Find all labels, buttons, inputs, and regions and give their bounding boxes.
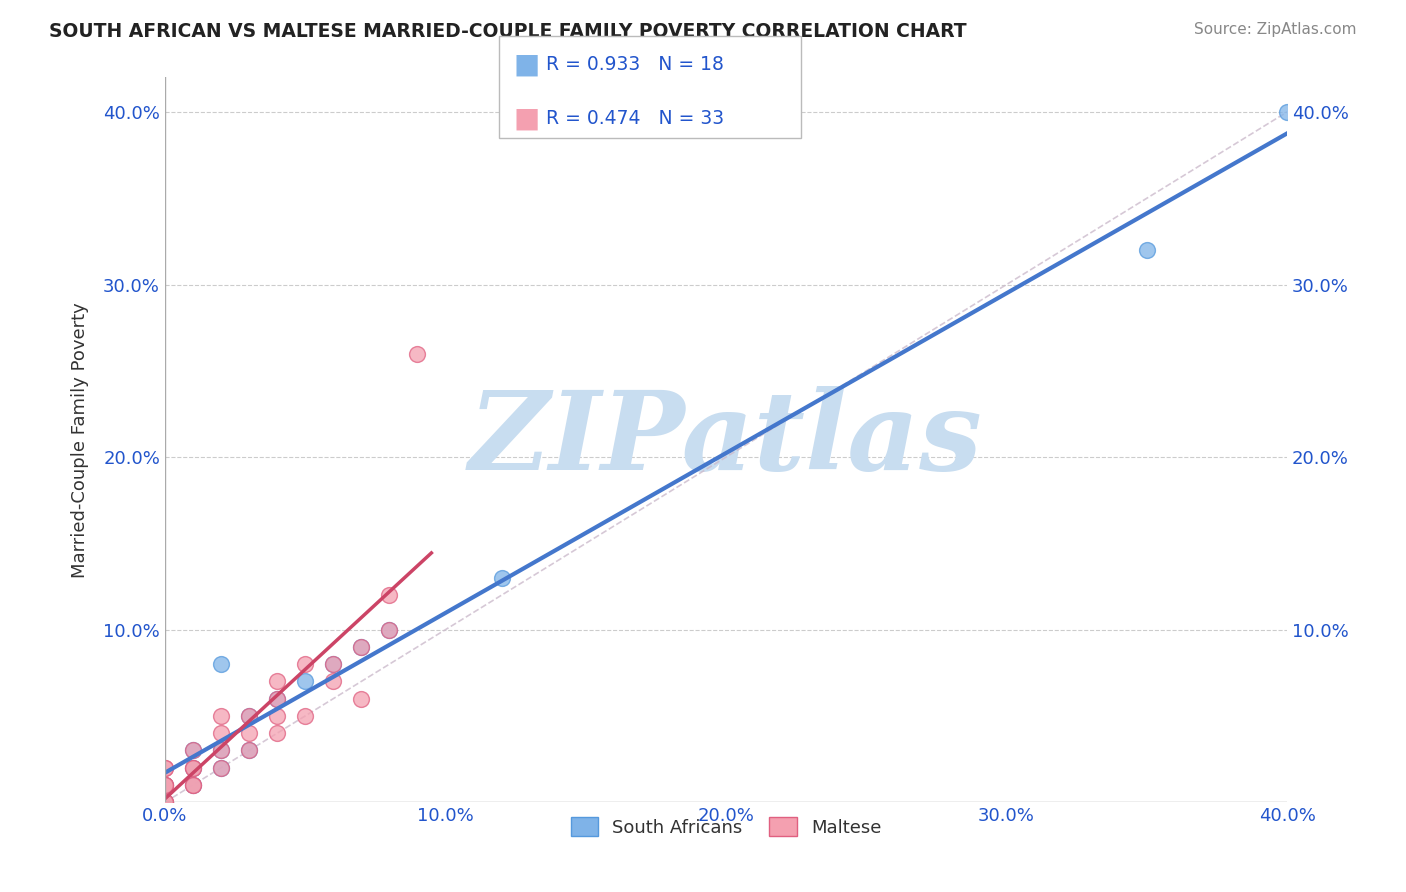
Point (181, 761, 204, 775)
Point (322, 657, 344, 672)
Text: R = 0.933   N = 18: R = 0.933 N = 18 (546, 54, 724, 74)
Point (153, 778, 176, 792)
Point (322, 657, 344, 672)
Point (294, 657, 316, 672)
Text: Source: ZipAtlas.com: Source: ZipAtlas.com (1194, 22, 1357, 37)
Point (209, 761, 232, 775)
Point (266, 674, 288, 689)
Point (153, 795, 176, 809)
Point (238, 709, 260, 723)
Point (294, 674, 316, 689)
Point (238, 726, 260, 740)
Point (378, 623, 401, 637)
Text: ZIPatlas: ZIPatlas (470, 386, 983, 493)
Point (238, 743, 260, 757)
Point (153, 795, 176, 809)
Point (209, 743, 232, 757)
Text: ■: ■ (513, 50, 540, 78)
Point (153, 761, 176, 775)
Point (209, 657, 232, 672)
Point (181, 761, 204, 775)
Point (153, 778, 176, 792)
Text: SOUTH AFRICAN VS MALTESE MARRIED-COUPLE FAMILY POVERTY CORRELATION CHART: SOUTH AFRICAN VS MALTESE MARRIED-COUPLE … (49, 22, 967, 41)
Point (266, 709, 288, 723)
Point (378, 588, 401, 602)
Point (209, 726, 232, 740)
Point (181, 778, 204, 792)
Y-axis label: Married-Couple Family Poverty: Married-Couple Family Poverty (72, 302, 89, 578)
Point (181, 778, 204, 792)
Legend: South Africans, Maltese: South Africans, Maltese (564, 810, 889, 844)
Text: ■: ■ (513, 104, 540, 133)
Point (266, 691, 288, 706)
Point (209, 743, 232, 757)
Point (209, 761, 232, 775)
Point (294, 709, 316, 723)
Point (153, 795, 176, 809)
Point (181, 778, 204, 792)
Point (181, 761, 204, 775)
Point (238, 743, 260, 757)
Point (153, 761, 176, 775)
Point (350, 640, 373, 654)
Point (350, 640, 373, 654)
Point (153, 795, 176, 809)
Point (491, 571, 513, 585)
Point (238, 709, 260, 723)
Point (181, 743, 204, 757)
Point (406, 346, 429, 360)
Point (181, 743, 204, 757)
Point (1275, 105, 1298, 120)
Point (153, 778, 176, 792)
Point (1136, 243, 1159, 257)
Point (378, 623, 401, 637)
Point (209, 709, 232, 723)
Point (266, 726, 288, 740)
Point (153, 778, 176, 792)
Point (322, 674, 344, 689)
Point (350, 691, 373, 706)
Text: R = 0.474   N = 33: R = 0.474 N = 33 (546, 109, 724, 128)
Point (266, 691, 288, 706)
